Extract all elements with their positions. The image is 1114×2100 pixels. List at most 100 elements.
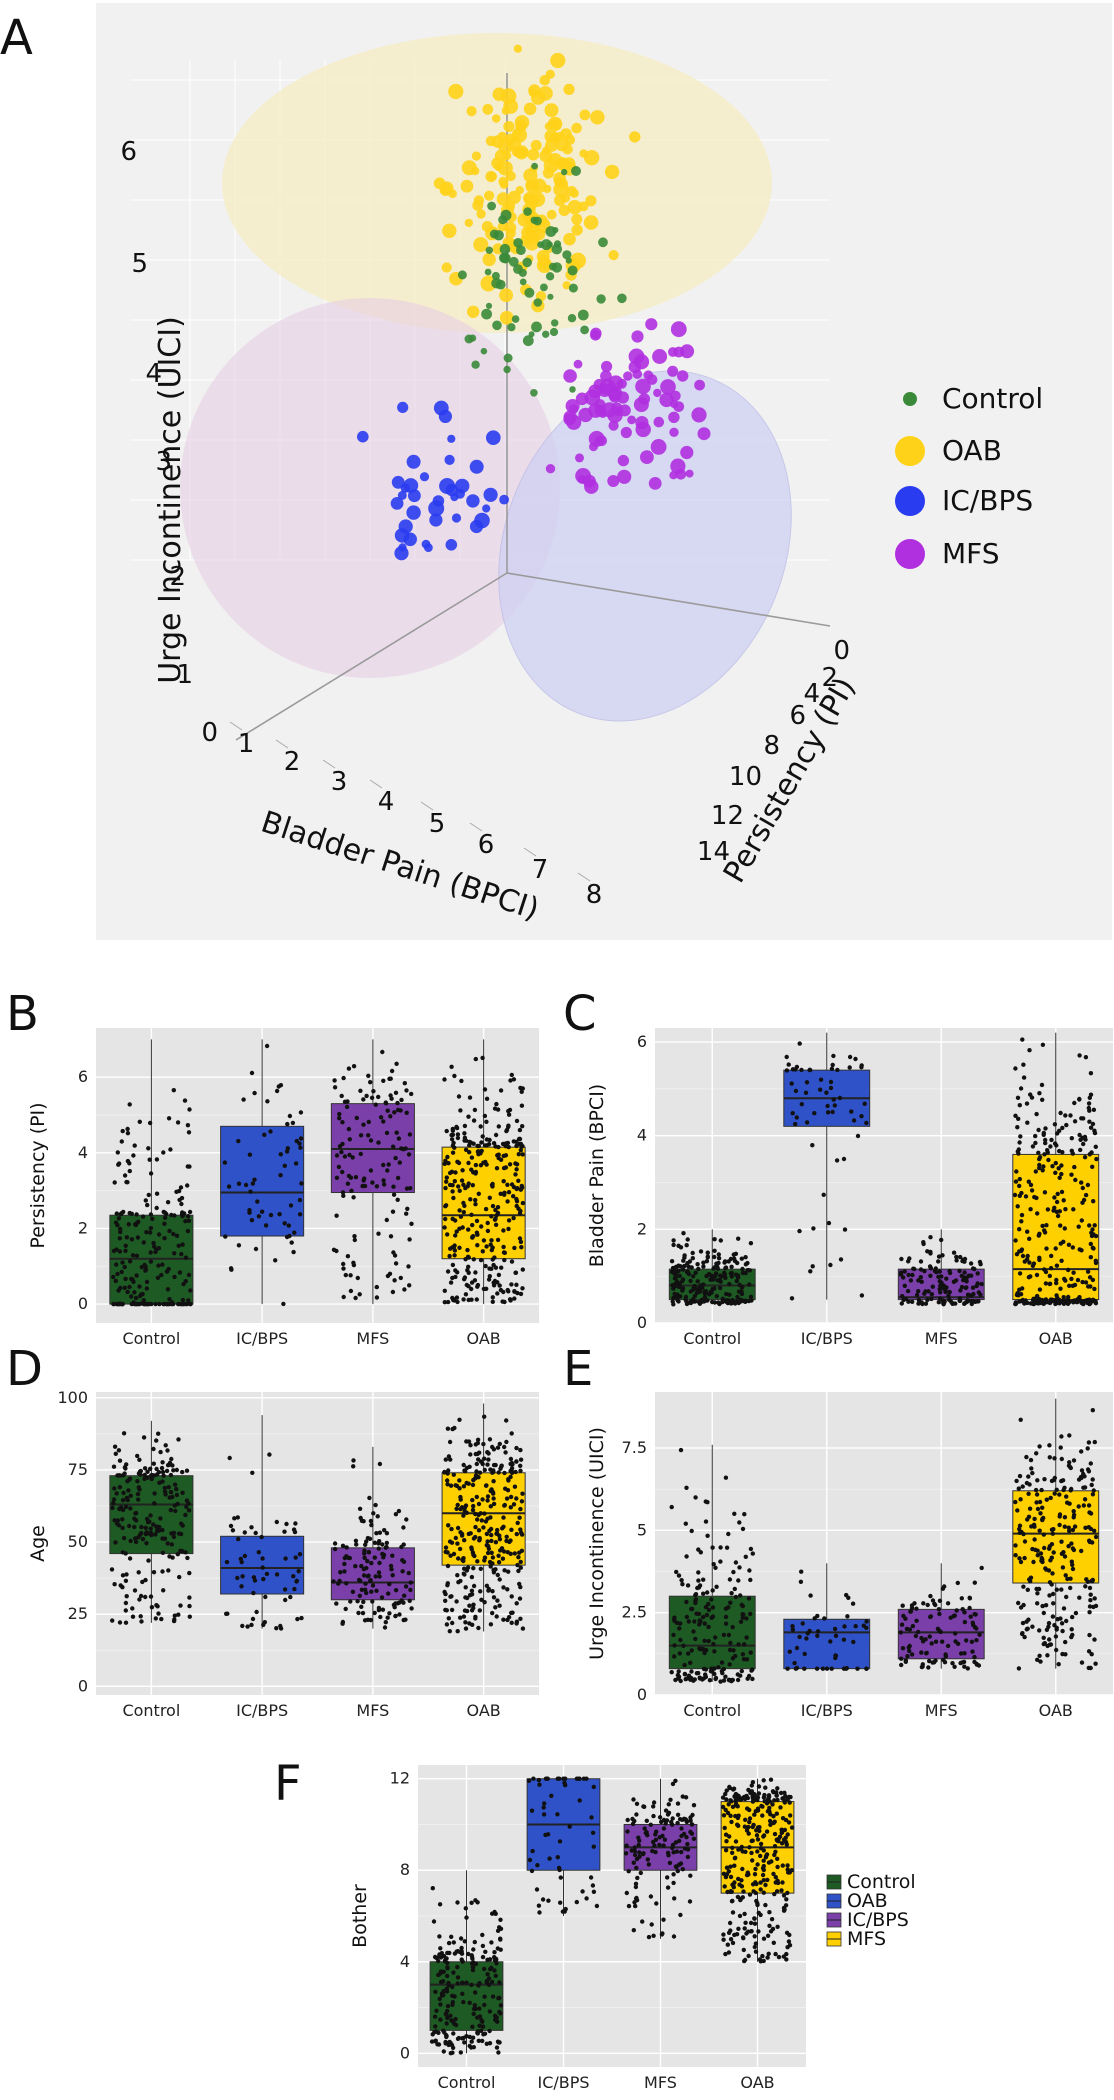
jitter-point <box>127 1161 132 1166</box>
x-tick-label: OAB <box>1039 1701 1073 1720</box>
jitter-point <box>1066 1544 1071 1549</box>
jitter-point <box>372 1555 377 1560</box>
jitter-point <box>1015 1095 1021 1101</box>
jitter-point <box>776 1954 782 1960</box>
jitter-point <box>123 1243 128 1249</box>
jitter-point <box>1088 1461 1094 1466</box>
jitter-point <box>489 1214 494 1219</box>
jitter-point <box>161 1150 166 1155</box>
jitter-point <box>505 1199 510 1204</box>
a-point-mfs <box>640 450 654 464</box>
jitter-point <box>408 1587 413 1593</box>
jitter-point <box>452 1073 457 1079</box>
jitter-point <box>786 1062 791 1067</box>
x-tick-label: MFS <box>644 2073 677 2092</box>
jitter-point <box>511 1194 516 1199</box>
jitter-point <box>183 1279 188 1284</box>
jitter-point <box>1020 1620 1026 1626</box>
jitter-point <box>457 1478 462 1483</box>
x-tick-label: IC/BPS <box>236 1701 288 1720</box>
jitter-point <box>763 1902 768 1908</box>
jitter-point <box>362 1555 367 1561</box>
jitter-point <box>1090 1121 1096 1127</box>
jitter-point <box>136 1471 142 1476</box>
jitter-point <box>959 1273 964 1279</box>
jitter-point <box>158 1449 163 1455</box>
a-point-control <box>598 237 608 248</box>
jitter-point <box>153 1532 158 1537</box>
jitter-point <box>286 1223 291 1228</box>
jitter-point <box>646 1934 652 1940</box>
jitter-point <box>117 1458 123 1463</box>
jitter-point <box>678 1912 683 1918</box>
jitter-point <box>1035 1591 1040 1596</box>
jitter-point <box>345 1099 350 1104</box>
jitter-point <box>972 1654 977 1660</box>
jitter-point <box>170 1463 175 1468</box>
jitter-point <box>833 1653 839 1658</box>
jitter-point <box>512 1484 518 1489</box>
jitter-point <box>520 1124 525 1129</box>
jitter-point <box>742 1911 747 1917</box>
jitter-point <box>448 1280 454 1285</box>
jitter-point <box>477 1608 482 1613</box>
jitter-point <box>636 1835 641 1840</box>
jitter-point <box>1029 1188 1035 1193</box>
jitter-point <box>1037 1628 1042 1633</box>
jitter-point <box>381 1078 386 1084</box>
jitter-point <box>1022 1539 1028 1544</box>
jitter-point <box>530 1848 535 1854</box>
jitter-point <box>775 1880 781 1886</box>
y-tick-label: 7.5 <box>622 1438 647 1457</box>
jitter-point <box>739 1256 744 1261</box>
a-point-control <box>540 283 548 292</box>
jitter-point <box>381 1555 386 1560</box>
jitter-point <box>750 1780 756 1785</box>
jitter-point <box>905 1288 911 1294</box>
jitter-point <box>1054 1487 1059 1493</box>
jitter-point <box>689 1669 694 1674</box>
jitter-point <box>381 1178 386 1183</box>
jitter-point <box>728 1640 733 1646</box>
jitter-point <box>440 1979 446 1984</box>
jitter-point <box>475 2015 480 2020</box>
a-point-mfs <box>616 391 630 404</box>
jitter-point <box>450 2050 455 2055</box>
jitter-point <box>1091 1107 1097 1113</box>
jitter-point <box>942 1660 948 1665</box>
jitter-point <box>506 1477 511 1482</box>
jitter-point <box>712 1300 717 1305</box>
jitter-point <box>720 1804 726 1810</box>
jitter-point <box>1025 1587 1031 1593</box>
a-point-oab <box>473 237 489 253</box>
jitter-point <box>188 1301 193 1307</box>
jitter-point <box>498 1287 504 1293</box>
jitter-point <box>1044 1223 1049 1228</box>
jitter-point <box>965 1666 970 1671</box>
jitter-point <box>453 1170 458 1175</box>
jitter-point <box>477 1981 482 1986</box>
jitter-point <box>290 1120 296 1126</box>
jitter-point <box>1015 1125 1020 1130</box>
a-point-oab <box>579 149 588 158</box>
a-point-icbps <box>400 483 410 493</box>
jitter-point <box>1016 1147 1021 1152</box>
jitter-point <box>130 1277 135 1282</box>
jitter-point <box>1092 1528 1097 1534</box>
y-tick-label: 100 <box>57 1388 88 1407</box>
jitter-point <box>461 1182 466 1188</box>
jitter-point <box>152 1244 157 1249</box>
jitter-point <box>446 1940 452 1946</box>
jitter-point <box>1033 1547 1038 1553</box>
jitter-point <box>936 1300 941 1305</box>
jitter-point <box>519 1183 524 1189</box>
a-ytick: 3 <box>155 447 172 477</box>
jitter-point <box>461 1558 466 1564</box>
jitter-point <box>1072 1524 1078 1529</box>
jitter-point <box>685 1847 691 1852</box>
jitter-point <box>724 1788 729 1793</box>
jitter-point <box>452 2021 457 2027</box>
a-ytick: 1 <box>176 660 193 690</box>
jitter-point <box>148 1212 154 1217</box>
